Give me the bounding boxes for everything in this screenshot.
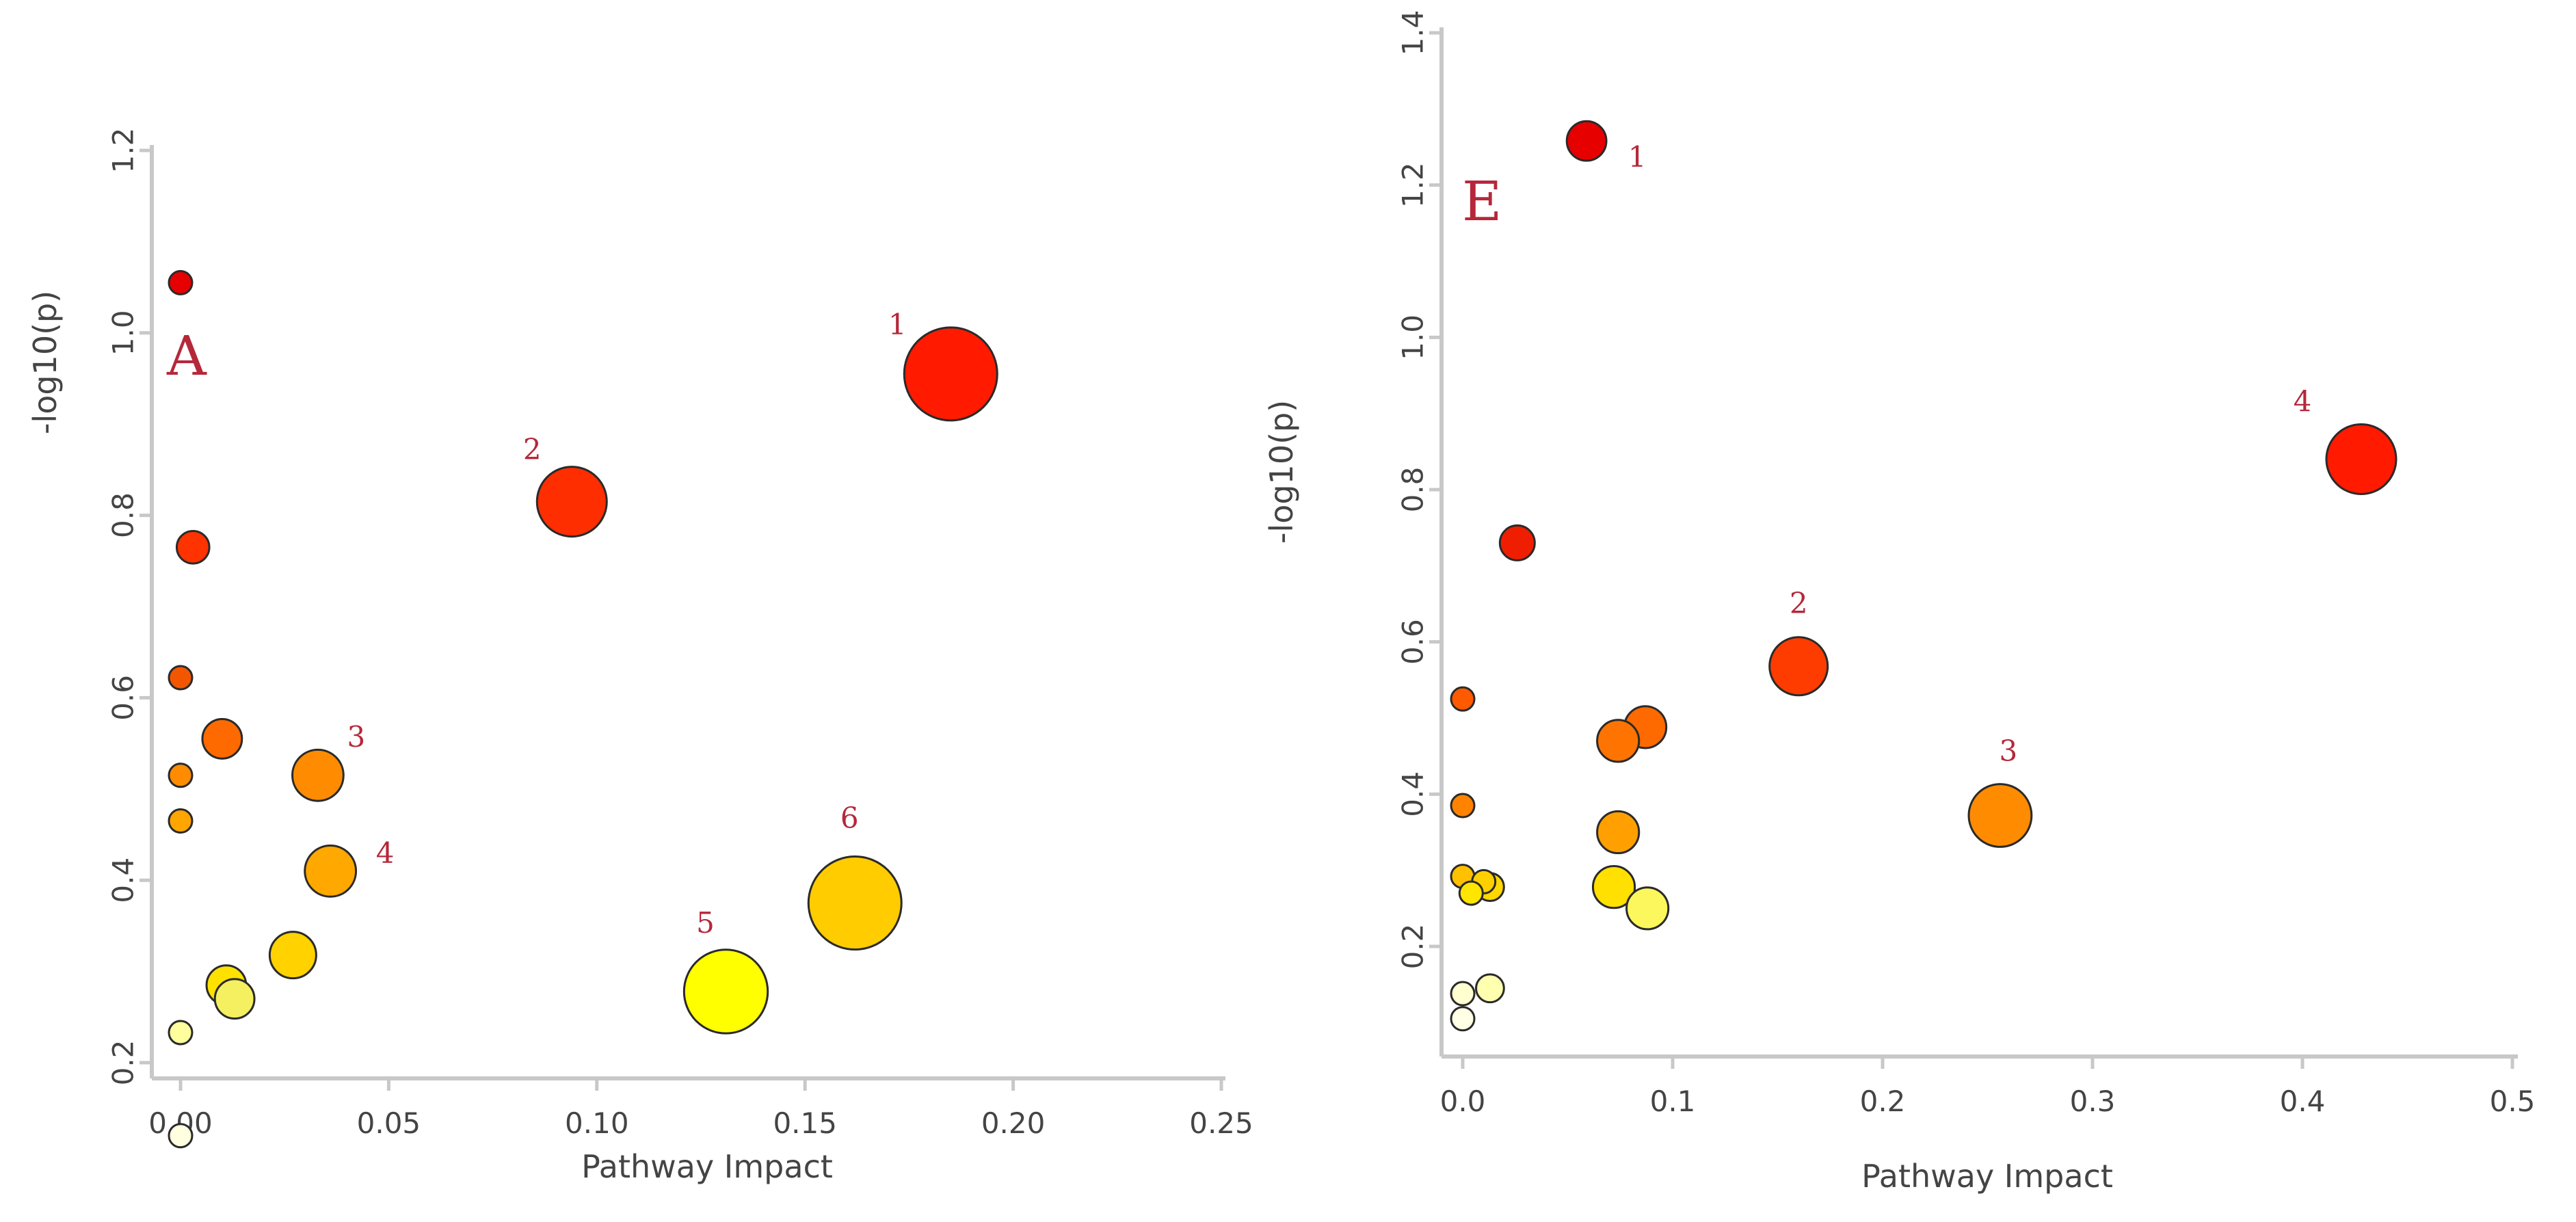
pathway-number-label: 2 — [1790, 586, 1808, 620]
pathway-bubble — [213, 978, 256, 1020]
x-tick-label: 0.20 — [981, 1106, 1046, 1140]
x-tick-label: 0.05 — [357, 1106, 421, 1140]
pathway-bubble — [1768, 636, 1829, 697]
pathway-bubble — [1596, 810, 1641, 855]
pathway-bubble — [535, 466, 608, 538]
pathway-bubble — [903, 326, 998, 422]
pathway-bubble — [807, 855, 903, 951]
x-tick-label: 0.0 — [1440, 1085, 1486, 1118]
pathway-number-label: 1 — [1628, 140, 1647, 174]
panel-e-ticks: 0.2 0.4 0.6 0.8 1.0 1.2 1.4 0.0 0.1 0.2 0.3 0.4 0.5 — [1396, 10, 2536, 1118]
panel-a-letter: A — [166, 324, 207, 388]
y-tick-label: 0.8 — [1396, 467, 1430, 513]
y-tick-label: 0.4 — [107, 858, 140, 903]
pathway-bubble — [168, 269, 194, 295]
panel-a-x-axis-title: Pathway Impact — [581, 1148, 833, 1185]
panel-e-axes — [1439, 27, 2518, 1059]
pathway-bubble — [1450, 686, 1476, 712]
panel-e-bubbles — [1450, 120, 2398, 1032]
panel-e-y-axis-title: -log10(p) — [1263, 400, 1300, 544]
pathway-bubble — [1596, 719, 1641, 763]
pathway-bubble — [1458, 880, 1484, 906]
panel-e-x-axis-title: Pathway Impact — [1861, 1158, 2113, 1195]
y-tick-label: 0.2 — [107, 1040, 140, 1086]
y-tick-label: 0.6 — [1396, 619, 1430, 665]
panel-a-bubbles — [168, 269, 998, 1149]
y-tick-label: 1.2 — [107, 128, 140, 174]
panel-a-ticks: 0.20.40.60.81.01.20.000.050.100.150.200.… — [107, 128, 1253, 1140]
pathway-number-label: 4 — [376, 836, 395, 870]
pathway-bubble — [682, 948, 769, 1035]
x-tick-label: 0.3 — [2070, 1085, 2116, 1118]
pathway-bubble — [168, 1123, 194, 1149]
panel-a-axes — [150, 145, 1225, 1080]
y-tick-label: 1.2 — [1396, 162, 1430, 208]
pathway-bubble — [1591, 865, 1636, 909]
x-tick-label: 0.2 — [1860, 1085, 1906, 1118]
panel-a-chart: 0.20.40.60.81.01.20.000.050.100.150.200.… — [27, 128, 1253, 1185]
pathway-number-label: 3 — [2000, 734, 2018, 768]
pathway-bubble — [268, 931, 317, 980]
pathway-bubble — [1450, 793, 1476, 819]
y-tick-label: 1.4 — [1396, 10, 1430, 56]
y-tick-label: 0.2 — [1396, 924, 1430, 970]
pathway-bubble — [1565, 120, 1608, 162]
pathway-bubble — [1967, 783, 2033, 848]
pathway-bubble — [1625, 886, 1670, 931]
panel-e-chart: 0.20.40.60.81.01.21.40.0 0.1 0.2 0.3 0.4 0.5 … — [1263, 10, 2535, 1195]
pathway-bubble — [168, 808, 194, 834]
pathway-number-label: 2 — [523, 433, 542, 466]
pathway-number-label: 6 — [840, 801, 859, 835]
panel-e-point-labels: 4 3 2 1 — [1628, 140, 2312, 767]
pathway-bubble — [168, 1020, 194, 1046]
pathway-bubble — [291, 748, 345, 802]
x-tick-label: 0.1 — [1650, 1085, 1696, 1118]
x-tick-label: 0.4 — [2280, 1085, 2326, 1118]
pathway-number-label: 1 — [888, 308, 907, 341]
pathway-bubble — [201, 718, 243, 760]
pathway-bubble — [2325, 423, 2398, 495]
pathway-bubble — [1450, 981, 1476, 1007]
y-tick-label: 0.4 — [1396, 771, 1430, 817]
y-tick-label: 1.0 — [1396, 315, 1430, 360]
pathway-bubble — [168, 762, 194, 788]
x-tick-label: 0.10 — [565, 1106, 629, 1140]
x-tick-label: 0.15 — [773, 1106, 837, 1140]
pathway-number-label: 5 — [696, 906, 715, 940]
y-tick-label: 0.8 — [107, 492, 140, 538]
y-tick-label: 0.6 — [107, 675, 140, 721]
y-tick-label: 1.0 — [107, 310, 140, 356]
panel-a-point-labels: 1 6 5 2 3 4 — [347, 308, 907, 940]
pathway-bubble — [1450, 1006, 1476, 1032]
pathway-bubble — [168, 665, 194, 691]
pathway-number-label: 4 — [2294, 384, 2312, 418]
panel-e-letter: E — [1462, 170, 1502, 233]
pathway-number-label: 3 — [347, 720, 366, 754]
pathway-bubble — [1498, 524, 1536, 561]
x-tick-label: 0.25 — [1189, 1106, 1253, 1140]
pathway-bubble — [304, 844, 358, 898]
pathway-bubble — [1475, 973, 1505, 1004]
panel-a-y-axis-title: -log10(p) — [27, 291, 64, 434]
x-tick-label: 0.5 — [2490, 1085, 2536, 1118]
pathway-bubble — [175, 529, 211, 565]
